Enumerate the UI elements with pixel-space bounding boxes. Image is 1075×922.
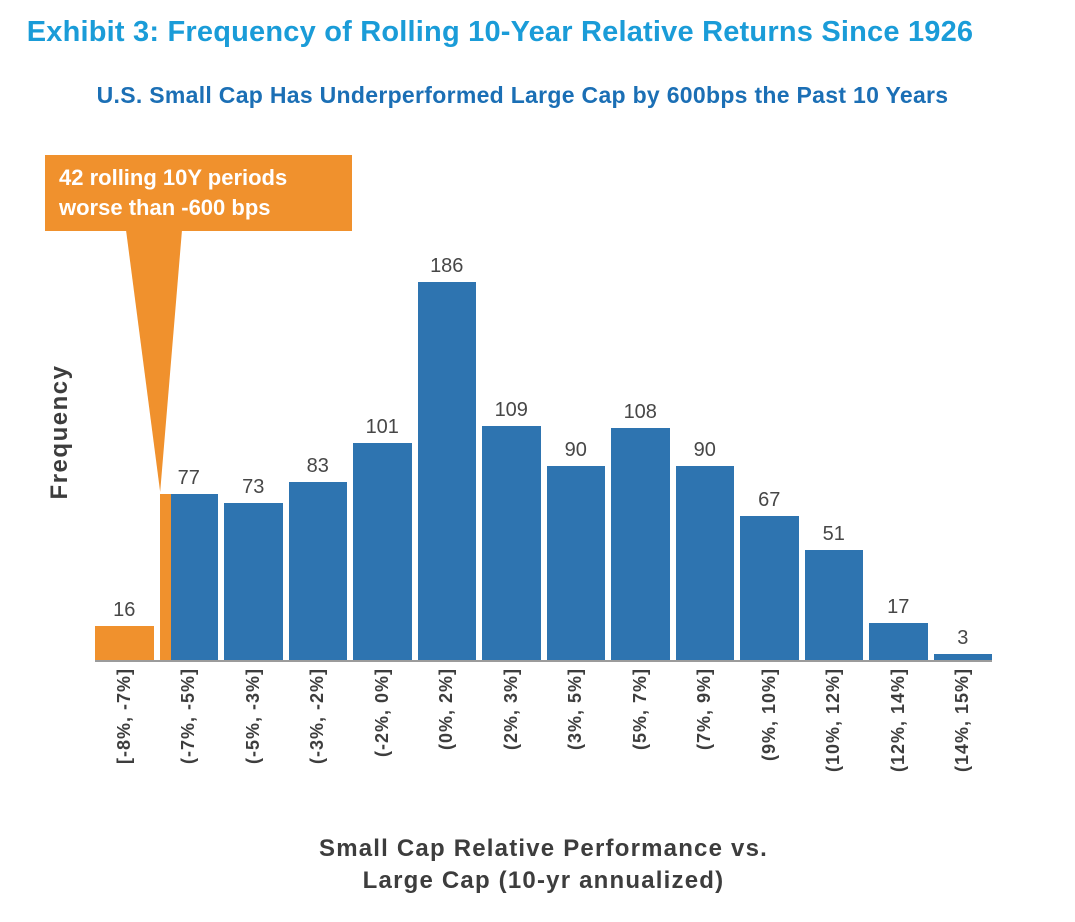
bar-value-label: 83 (306, 455, 329, 477)
bar (224, 503, 283, 660)
x-tick-label: (-3%, -2%] (307, 668, 328, 765)
x-tick-label: (2%, 3%] (500, 668, 521, 751)
plot-area: 16 77 73 83 101 186 109 90 108 90 67 51 17 3 (95, 255, 992, 662)
x-tick-label: [-8%, -7%] (113, 668, 134, 765)
bar (869, 623, 928, 660)
x-tick-cell: (5%, 7%] (611, 668, 670, 828)
bar-column: 67 (740, 255, 799, 660)
annotation-line-2: worse than -600 bps (59, 195, 271, 220)
x-tick-label: (14%, 15%] (952, 668, 973, 773)
bar-value-label: 108 (623, 401, 657, 423)
x-tick-label: (-2%, 0%] (371, 668, 392, 758)
bar-value-label: 101 (365, 416, 399, 438)
annotation-line-1: 42 rolling 10Y periods (59, 164, 288, 190)
x-tick-label: (10%, 12%] (823, 668, 844, 773)
bar (95, 626, 154, 660)
bar (933, 654, 992, 660)
bar-value-label: 77 (177, 467, 200, 489)
bar-value-label: 17 (887, 596, 910, 618)
y-axis-label: Frequency (46, 364, 73, 500)
bar-value-label: 67 (758, 489, 781, 511)
bar (288, 482, 347, 660)
bar-value-label: 73 (242, 476, 265, 498)
x-tick-label: (12%, 14%] (887, 668, 908, 773)
bar-column: 90 (675, 255, 734, 660)
bar-column: 77 (159, 255, 218, 660)
bar-column: 16 (95, 255, 154, 660)
x-tick-label: (7%, 9%] (694, 668, 715, 751)
x-tick-cell: (-3%, -2%] (289, 668, 348, 828)
x-tick-label: (3%, 5%] (565, 668, 586, 751)
chart-subtitle: U.S. Small Cap Has Underperformed Large … (96, 82, 949, 108)
bar-value-label: 16 (113, 599, 136, 621)
bar-column: 3 (933, 255, 992, 660)
x-tick-cell: (10%, 12%] (805, 668, 864, 828)
bar-column: 83 (288, 255, 347, 660)
x-axis-title: Small Cap Relative Performance vs. Large… (95, 833, 992, 898)
x-tick-label: (-5%, -3%] (242, 668, 263, 765)
x-tick-label: (0%, 2%] (436, 668, 457, 751)
bar (804, 550, 863, 660)
bar-column: 90 (546, 255, 605, 660)
bar-value-label: 90 (564, 439, 587, 461)
x-tick-cell: (-7%, -5%] (160, 668, 219, 828)
bar-column: 186 (417, 255, 476, 660)
bar-column: 51 (804, 255, 863, 660)
x-tick-cell: (7%, 9%] (676, 668, 735, 828)
chart-title: Exhibit 3: Frequency of Rolling 10-Year … (26, 16, 974, 48)
bar (611, 428, 670, 660)
bar (159, 494, 218, 660)
bar-column: 17 (869, 255, 928, 660)
x-tick-cell: (2%, 3%] (482, 668, 541, 828)
bar-value-label: 109 (494, 399, 528, 421)
x-tick-cell: (3%, 5%] (547, 668, 606, 828)
bar-value-label: 3 (957, 627, 969, 649)
bar (417, 282, 476, 660)
x-tick-label: (9%, 10%] (758, 668, 779, 762)
bar-value-label: 90 (693, 439, 716, 461)
x-axis-ticks: [-8%, -7%] (-7%, -5%] (-5%, -3%] (-3%, -2%]… (95, 668, 992, 828)
x-tick-cell: (0%, 2%] (418, 668, 477, 828)
x-tick-cell: (-5%, -3%] (224, 668, 283, 828)
x-tick-cell: [-8%, -7%] (95, 668, 154, 828)
bar-highlight-strip (159, 494, 171, 660)
bar (482, 426, 541, 660)
annotation-callout: 42 rolling 10Y periods worse than -600 b… (45, 155, 352, 231)
bar (675, 466, 734, 660)
bar-value-label: 186 (430, 255, 464, 277)
x-tick-label: (-7%, -5%] (178, 668, 199, 765)
x-tick-cell: (14%, 15%] (934, 668, 993, 828)
bar-value-label: 51 (822, 523, 845, 545)
bar (353, 443, 412, 660)
x-tick-cell: (9%, 10%] (740, 668, 799, 828)
x-tick-cell: (12%, 14%] (869, 668, 928, 828)
x-tick-cell: (-2%, 0%] (353, 668, 412, 828)
bar (740, 516, 799, 660)
bar (546, 466, 605, 660)
x-axis-title-line-2: Large Cap (10-yr annualized) (362, 867, 725, 895)
bar-column: 73 (224, 255, 283, 660)
bar-column: 109 (482, 255, 541, 660)
bar-column: 108 (611, 255, 670, 660)
bar-column: 101 (353, 255, 412, 660)
x-axis-title-line-1: Small Cap Relative Performance vs. (319, 835, 768, 862)
x-tick-label: (5%, 7%] (629, 668, 650, 751)
